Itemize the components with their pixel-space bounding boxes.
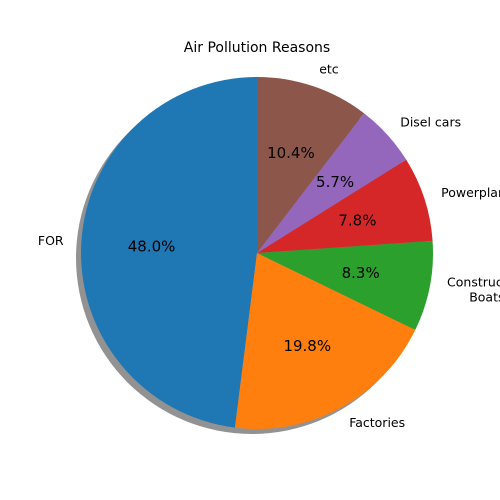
slice-percent-label: 10.4% (267, 144, 315, 162)
pie-slice-factories (234, 253, 416, 429)
slice-percent-label: 48.0% (128, 237, 176, 255)
slice-label: etc (319, 62, 339, 77)
slice-percent-label: 7.8% (338, 211, 376, 229)
pie-slice-construction-boats (257, 240, 434, 330)
pie-slice-for (80, 77, 257, 428)
pie-slice-powerplants (257, 159, 433, 253)
pie-slice-disel-cars (257, 113, 407, 253)
slice-percent-label: 8.3% (342, 264, 380, 282)
slice-percent-label: 5.7% (316, 173, 354, 191)
slice-label: Powerplants (441, 185, 500, 200)
pie-slices (80, 77, 434, 429)
slice-percent-label: 19.8% (283, 337, 331, 355)
slice-label: Disel cars (400, 115, 461, 130)
slice-label: ConstructionBoats (447, 274, 500, 304)
chart-title: Air Pollution Reasons (184, 40, 330, 56)
pie-slice-etc (257, 77, 364, 253)
pie-labels: FOR 48.0% Factories 19.8% ConstructionBoats 8… (38, 62, 500, 431)
slice-label: FOR (38, 233, 64, 248)
slice-label: Factories (349, 415, 405, 430)
